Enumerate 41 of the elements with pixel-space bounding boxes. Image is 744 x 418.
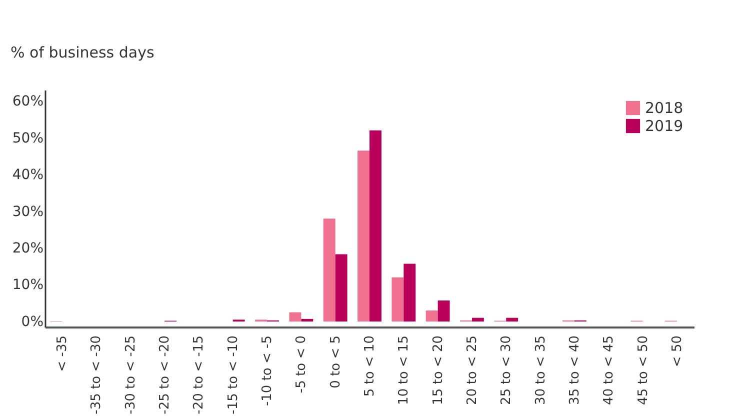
y-tick-label: 30% (12, 204, 44, 220)
bar (335, 254, 348, 322)
x-tick-label: 35 to < 40 (567, 336, 582, 405)
y-tick-label: 40% (12, 167, 44, 184)
bar (301, 318, 314, 322)
x-tick-label: -15 to < -10 (226, 336, 241, 414)
x-tick-label: 25 to < 30 (499, 336, 514, 405)
bar (506, 318, 518, 322)
y-tick-label: 50% (12, 130, 44, 146)
legend-label: 2019 (645, 117, 684, 135)
x-tick-label: 30 to < 35 (533, 336, 548, 405)
bar (358, 150, 370, 322)
x-tick-label: 15 to < 20 (430, 336, 446, 405)
y-tick-label: 10% (12, 277, 44, 294)
x-tick-label: 10 to < 15 (396, 336, 412, 405)
bar (323, 218, 336, 322)
y-tick-label: 0% (21, 314, 44, 330)
x-tick-label: -10 to < -5 (260, 336, 276, 406)
x-tick-label: 40 to < 45 (602, 336, 617, 405)
y-tick-label: 60% (12, 94, 44, 110)
x-tick-label: -20 to < -15 (192, 336, 207, 414)
x-tick-label: 45 to < 50 (636, 336, 651, 405)
x-tick-label: -30 to < -25 (123, 336, 138, 414)
x-tick-label: -25 to < -20 (158, 336, 173, 414)
bar (392, 277, 404, 322)
bar (370, 130, 382, 322)
y-axis-title: % of business days (10, 44, 154, 62)
x-tick-label: 20 to < 25 (464, 336, 480, 405)
bar (472, 318, 484, 322)
x-tick-label: < -35 (55, 336, 70, 372)
x-tick-label: 0 to < 5 (328, 336, 344, 388)
legend-label: 2018 (645, 99, 684, 117)
x-tick-label: < 50 (670, 336, 685, 368)
x-tick-label: -5 to < 0 (294, 336, 310, 394)
bar (438, 300, 450, 322)
bar (426, 310, 438, 322)
bar (404, 264, 416, 322)
x-tick-label: -35 to < -30 (89, 336, 104, 414)
x-tick-label: 5 to < 10 (362, 336, 378, 397)
y-tick-label: 20% (12, 240, 44, 256)
bar (289, 312, 302, 322)
